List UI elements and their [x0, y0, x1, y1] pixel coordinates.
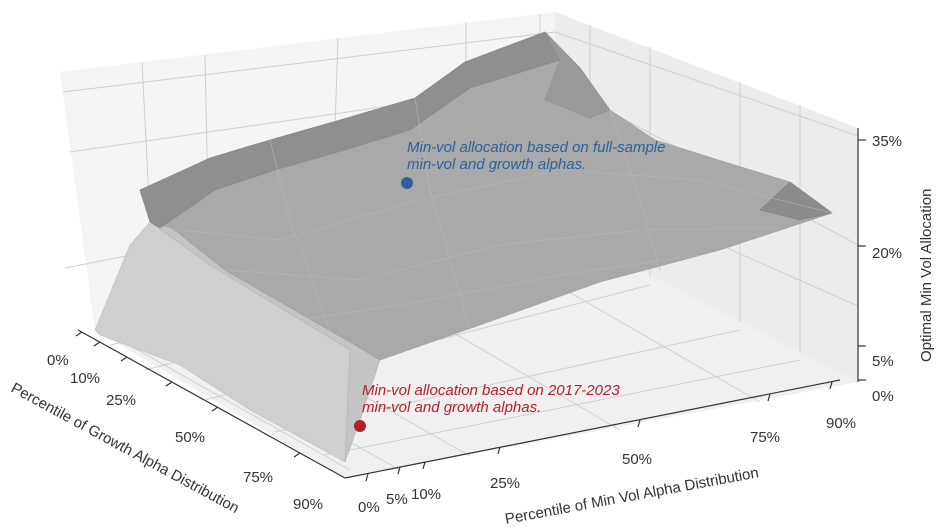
y-tick-label-1: 5% — [386, 491, 408, 508]
full-sample-annotation-line-2: min-vol and growth alphas. — [407, 156, 586, 173]
x-tick-mark — [211, 406, 219, 412]
x-tick-label-5: 90% — [293, 496, 323, 513]
full-sample-annotation: Min-vol allocation based on full-sample … — [407, 139, 670, 173]
x-tick-label-1: 10% — [70, 370, 100, 387]
surface-ridge-right — [544, 31, 611, 119]
full-sample-annotation-line-1: Min-vol allocation based on full-sample — [407, 139, 665, 156]
full-sample-marker — [401, 177, 413, 189]
axis-lines — [77, 128, 859, 479]
y-tick-mark — [397, 466, 401, 475]
y-tick-mark — [829, 381, 833, 390]
z-tick-label-35: 35% — [872, 133, 902, 150]
x-tick-label-2: 25% — [106, 392, 136, 409]
surface-right-edge — [759, 181, 833, 221]
x-tick-mark — [293, 452, 301, 458]
z-tick-label-5: 5% — [872, 353, 894, 370]
y-tick-label-0: 0% — [358, 499, 380, 516]
surface-ridge-back — [139, 31, 561, 229]
surface-mesh — [159, 169, 833, 241]
y-tick-mark — [637, 419, 641, 428]
z-tick-label-20: 20% — [872, 245, 902, 262]
z-axis: 35% 20% 5% 0% Optimal Min Vol Allocation — [858, 133, 935, 405]
y-tick-label-3: 25% — [490, 475, 520, 492]
x-tick-mark — [120, 356, 128, 362]
surface-mesh-5 — [269, 139, 331, 331]
y-axis-label: Percentile of Min Vol Alpha Distribution — [504, 464, 760, 528]
x-tick-mark — [75, 331, 83, 337]
y-tick-label-6: 90% — [826, 415, 856, 432]
x-tick-label-0: 0% — [47, 352, 69, 369]
y-tick-mark — [422, 461, 426, 470]
surface-mesh-4 — [414, 97, 471, 331]
y-tick-label-5: 75% — [750, 429, 780, 446]
x-tick-label-3: 50% — [175, 429, 205, 446]
z-axis-label: Optimal Min Vol Allocation — [918, 189, 935, 362]
x-tick-mark — [93, 341, 101, 347]
y-tick-mark — [767, 393, 771, 402]
surface-mesh-2 — [224, 227, 781, 281]
surface-mesh-6 — [609, 109, 661, 271]
y-tick-label-2: 10% — [411, 486, 441, 503]
y-tick-label-4: 50% — [622, 451, 652, 468]
surface — [94, 31, 833, 463]
recent-annotation-line-2: min-vol and growth alphas. — [362, 399, 541, 416]
z-tick-label-0: 0% — [872, 388, 894, 405]
x-tick-label-4: 75% — [243, 469, 273, 486]
x-tick-mark — [165, 381, 173, 387]
surface-mesh-3 — [299, 254, 701, 321]
y-tick-mark — [365, 473, 369, 482]
recent-annotation-line-1: Min-vol allocation based on 2017-2023 — [362, 382, 620, 399]
recent-annotation: Min-vol allocation based on 2017-2023 mi… — [362, 382, 624, 416]
y-tick-mark — [497, 446, 501, 455]
recent-marker — [354, 420, 366, 432]
